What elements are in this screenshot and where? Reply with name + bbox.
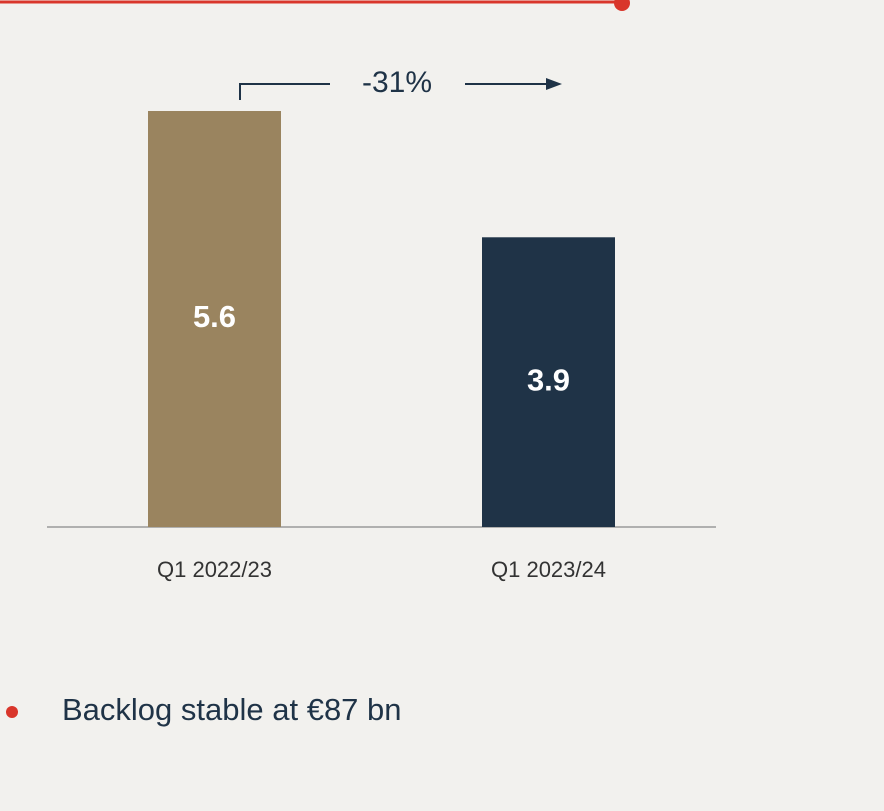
value-label: 5.6: [193, 299, 236, 334]
top-rule-dot: [614, 0, 630, 11]
x-tick-label: Q1 2023/24: [491, 557, 606, 582]
bar: [482, 237, 615, 528]
change-annotation: -31%: [362, 66, 432, 99]
arrow-head: [546, 78, 562, 90]
bullet-dot: [6, 706, 18, 718]
bracket: [239, 83, 330, 100]
value-label: 3.9: [527, 362, 570, 397]
bullet-text: Backlog stable at €87 bn: [62, 692, 402, 727]
bar: [148, 111, 281, 527]
x-tick-label: Q1 2022/23: [157, 557, 272, 582]
